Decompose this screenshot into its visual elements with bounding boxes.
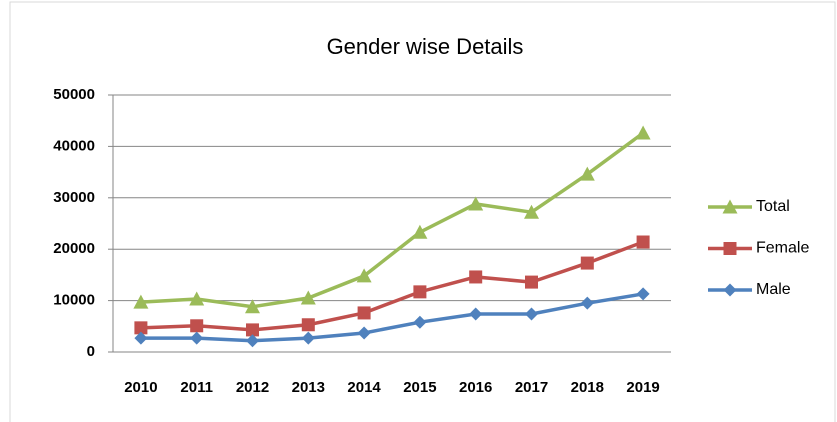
- marker: [636, 235, 650, 249]
- marker: [134, 321, 148, 335]
- marker: [469, 307, 483, 321]
- marker: [524, 204, 539, 219]
- x-tick-label: 2018: [571, 379, 604, 396]
- marker: [412, 224, 428, 239]
- marker: [301, 331, 315, 345]
- marker: [133, 294, 149, 309]
- marker: [246, 334, 259, 348]
- marker: [413, 315, 427, 329]
- marker: [579, 166, 595, 181]
- y-tick-label: 50000: [53, 86, 95, 103]
- marker: [635, 125, 651, 140]
- x-tick-label: 2017: [515, 379, 548, 396]
- marker: [134, 331, 148, 345]
- marker: [469, 270, 483, 284]
- x-tick-label: 2012: [236, 379, 269, 396]
- y-tick-label: 10000: [53, 292, 95, 309]
- marker: [723, 242, 737, 255]
- series-line: [140, 131, 645, 309]
- x-tick-label: 2011: [180, 379, 213, 396]
- y-tick-label: 20000: [53, 240, 95, 257]
- marker: [580, 296, 594, 310]
- legend-label: Total: [756, 198, 790, 215]
- marker: [190, 319, 204, 333]
- marker: [189, 291, 205, 306]
- marker: [301, 318, 315, 332]
- legend-label: Male: [756, 281, 791, 298]
- marker: [246, 323, 259, 337]
- marker: [356, 268, 372, 283]
- chart-frame: [9, 1, 836, 422]
- marker: [468, 196, 484, 211]
- x-tick-label: 2010: [124, 379, 157, 396]
- series-line: [140, 292, 644, 343]
- y-tick-label: 30000: [53, 189, 95, 206]
- marker: [190, 331, 204, 345]
- marker: [413, 285, 427, 299]
- marker: [636, 287, 650, 301]
- legend-label: Female: [756, 240, 809, 257]
- x-tick-label: 2014: [347, 379, 381, 396]
- chart-title: Gender wise Details: [327, 34, 524, 59]
- marker: [723, 283, 737, 297]
- marker: [525, 275, 538, 289]
- marker: [245, 299, 260, 314]
- y-tick-label: 40000: [53, 137, 95, 154]
- marker: [357, 326, 371, 340]
- marker: [580, 256, 594, 270]
- marker: [525, 307, 538, 321]
- y-tick-label: 0: [87, 343, 95, 360]
- marker: [722, 199, 738, 214]
- x-tick-label: 2016: [459, 379, 492, 396]
- series-line: [140, 240, 644, 332]
- marker: [300, 290, 316, 305]
- x-tick-label: 2015: [403, 379, 436, 396]
- marker: [357, 306, 371, 320]
- x-tick-label: 2019: [626, 379, 659, 396]
- x-tick-label: 2013: [292, 379, 325, 396]
